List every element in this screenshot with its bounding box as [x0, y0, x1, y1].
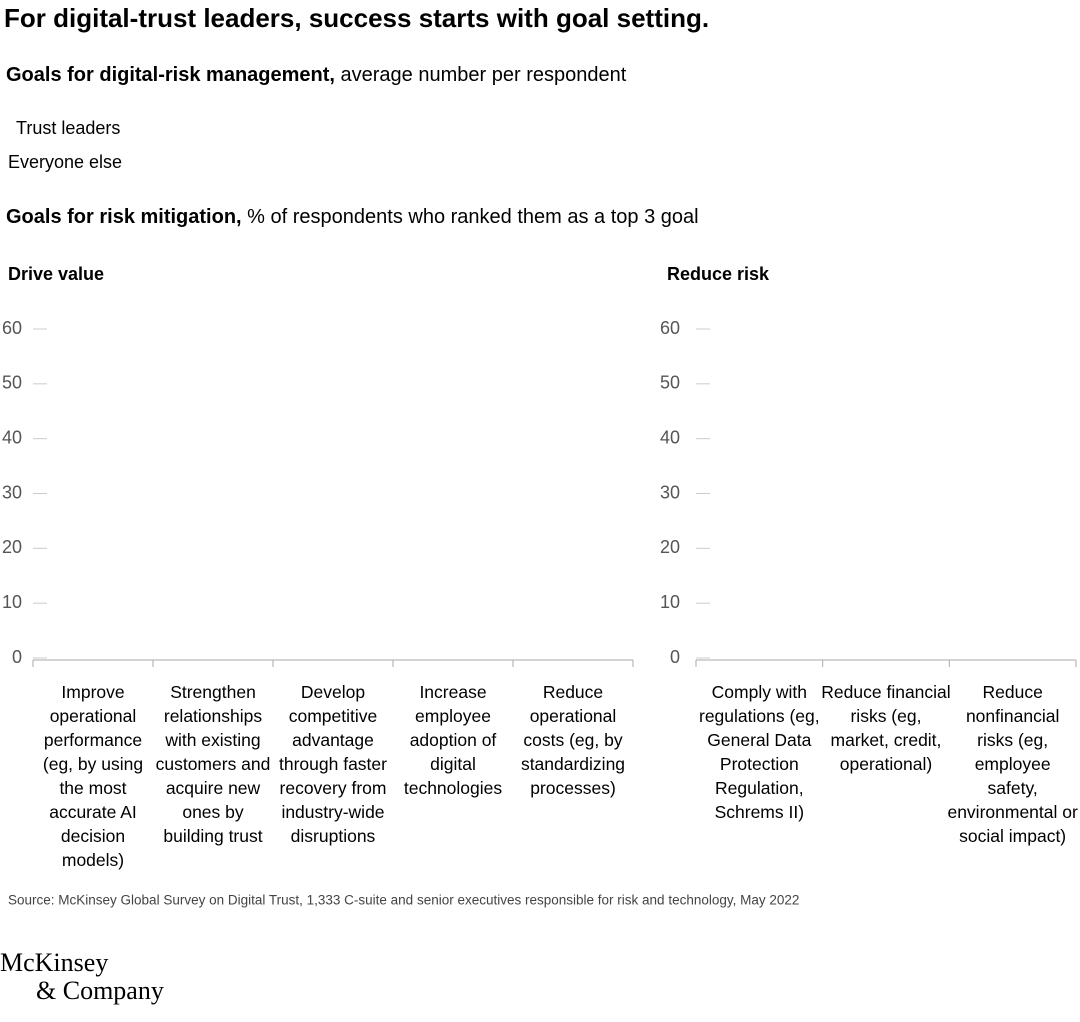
x-tick-label: Improve operational performance (eg, by … [42, 682, 144, 870]
y-tick-label: 0 [12, 647, 22, 667]
x-tick-label: Reduce nonfinancial risks (eg, employee … [947, 682, 1078, 846]
subtitle-bold: Goals for digital-risk management, [6, 64, 335, 86]
source: Source: McKinsey Global Survey on Digita… [8, 893, 799, 908]
y-tick-label: 30 [660, 482, 680, 502]
y-tick-label: 30 [2, 482, 22, 502]
y-tick-label: 20 [2, 537, 22, 557]
x-tick-label: Develop competitive advantage through fa… [279, 682, 387, 846]
subtitle-text: % of respondents who ranked them as a to… [242, 206, 699, 228]
y-tick-label: 50 [660, 373, 680, 393]
y-tick-label: 10 [660, 592, 680, 612]
subtitle-bold: Goals for risk mitigation, [6, 206, 242, 228]
y-tick-label: 20 [660, 537, 680, 557]
y-tick-label: 10 [2, 592, 22, 612]
y-tick-label: 40 [660, 427, 680, 447]
y-tick-label: 60 [2, 318, 22, 338]
title: For digital-trust leaders, success start… [4, 3, 709, 33]
chart-title: Drive value [8, 264, 104, 284]
legend-entry: Everyone else [8, 152, 122, 172]
x-tick-label: Comply with regulations (eg, General Dat… [699, 682, 820, 822]
y-tick-label: 50 [2, 373, 22, 393]
y-tick-label: 40 [2, 427, 22, 447]
subtitle: Goals for digital-risk management, avera… [6, 64, 627, 86]
x-tick-label: Reduce financial risks (eg, market, cred… [821, 682, 951, 774]
x-tick-label: Reduce operational costs (eg, by standar… [520, 682, 626, 798]
legend-entry: Trust leaders [16, 118, 120, 138]
logo: & Company [36, 976, 164, 1005]
y-tick-label: 0 [670, 647, 680, 667]
subtitle-text: average number per respondent [335, 64, 627, 86]
x-tick-label: Strengthen relationships with existing c… [155, 682, 271, 846]
x-tick-label: Increase employee adoption of digital te… [403, 682, 503, 798]
y-tick-label: 60 [660, 318, 680, 338]
logo: McKinsey [0, 948, 108, 977]
chart-title: Reduce risk [667, 264, 770, 284]
subtitle: Goals for risk mitigation, % of responde… [6, 206, 699, 228]
